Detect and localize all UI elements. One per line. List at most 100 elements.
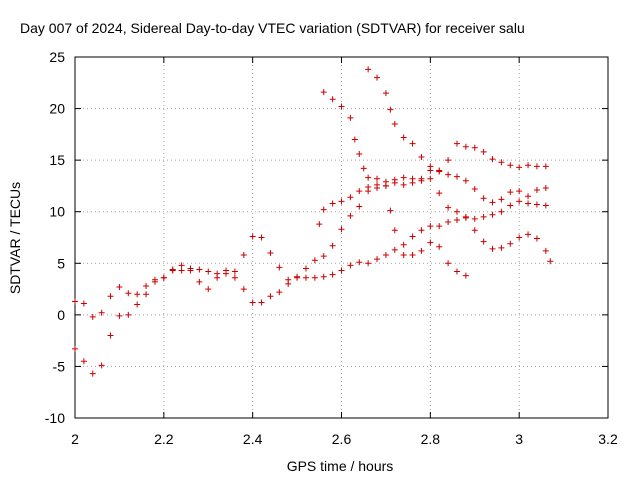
data-point-track-2 — [143, 291, 150, 298]
data-point-track-5 — [547, 258, 554, 265]
data-point-track-3 — [391, 179, 398, 186]
data-point-track-3 — [453, 173, 460, 180]
data-point-track-2 — [453, 140, 460, 147]
data-point-track-2 — [533, 163, 540, 170]
data-point-track-1 — [196, 266, 203, 273]
x-tick-label: 2.8 — [421, 431, 441, 447]
data-point-track-2 — [400, 174, 407, 181]
data-point-track-1 — [356, 259, 363, 266]
data-point-track-1 — [489, 211, 496, 218]
data-point-track-2 — [116, 312, 123, 319]
data-point-track-2 — [151, 278, 158, 285]
data-point-track-2 — [516, 164, 523, 171]
data-point-track-2 — [89, 370, 96, 377]
data-point-track-2 — [125, 311, 132, 318]
data-point-track-1 — [329, 271, 336, 278]
data-point-track-3 — [329, 200, 336, 207]
data-point-track-1 — [116, 284, 123, 291]
data-point-track-4 — [329, 96, 336, 103]
data-point-track-1 — [107, 293, 114, 300]
data-point-track-4 — [360, 165, 367, 172]
data-point-track-2 — [302, 265, 309, 272]
data-point-track-4 — [382, 182, 389, 189]
data-point-track-3 — [436, 168, 443, 175]
data-point-track-2 — [507, 162, 514, 169]
x-axis-label: GPS time / hours — [287, 458, 394, 474]
data-point-track-1 — [453, 216, 460, 223]
data-point-track-1 — [249, 233, 256, 240]
data-point-track-3 — [462, 177, 469, 184]
data-point-track-4 — [338, 103, 345, 110]
data-point-track-5 — [489, 245, 496, 252]
data-point-track-1 — [267, 249, 274, 256]
data-point-track-5 — [418, 154, 425, 161]
data-point-track-2 — [249, 299, 256, 306]
data-point-track-2 — [72, 345, 78, 352]
data-point-track-4 — [374, 175, 381, 182]
data-point-track-2 — [214, 274, 221, 281]
data-point-track-2 — [178, 267, 185, 274]
data-point-track-5 — [409, 140, 416, 147]
data-point-track-4 — [445, 260, 452, 267]
data-point-track-5 — [533, 235, 540, 242]
data-point-track-4 — [365, 174, 372, 181]
data-point-track-2 — [489, 156, 496, 163]
data-point-track-5 — [436, 190, 443, 197]
data-point-track-1 — [320, 273, 327, 280]
data-point-track-3 — [338, 198, 345, 205]
y-tick-label: 5 — [57, 255, 65, 271]
data-point-track-2 — [160, 274, 167, 281]
data-point-track-1 — [338, 267, 345, 274]
data-point-track-1 — [418, 227, 425, 234]
data-point-track-3 — [516, 188, 523, 195]
data-point-track-5 — [427, 163, 434, 170]
data-point-track-1 — [542, 202, 549, 209]
data-point-track-1 — [125, 290, 132, 297]
data-point-track-1 — [205, 268, 212, 275]
data-point-track-5 — [400, 134, 407, 141]
data-point-track-1 — [178, 262, 185, 269]
data-point-track-3 — [316, 221, 323, 228]
data-point-track-1 — [347, 262, 354, 269]
data-point-track-2 — [285, 280, 292, 287]
data-point-track-3 — [356, 188, 363, 195]
data-point-track-2 — [107, 332, 114, 339]
data-point-track-1 — [80, 300, 87, 307]
data-point-track-5 — [542, 247, 549, 254]
data-point-track-2 — [276, 289, 283, 296]
data-point-track-2 — [267, 293, 274, 300]
data-point-track-2 — [542, 163, 549, 170]
data-point-track-4 — [418, 247, 425, 254]
data-point-track-3 — [498, 196, 505, 203]
data-points — [72, 66, 554, 377]
data-point-track-2 — [480, 148, 487, 155]
data-point-track-1 — [507, 202, 514, 209]
data-point-track-3 — [418, 175, 425, 182]
data-point-track-2 — [498, 159, 505, 166]
data-point-track-2 — [462, 143, 469, 150]
x-tick-label: 2.6 — [332, 431, 352, 447]
data-point-track-3 — [489, 199, 496, 206]
data-point-track-5 — [365, 66, 372, 73]
data-point-track-5 — [471, 227, 478, 234]
data-point-track-1 — [89, 313, 96, 320]
data-point-track-2 — [240, 286, 247, 293]
data-point-track-2 — [196, 278, 203, 285]
data-point-track-5 — [391, 121, 398, 128]
data-point-track-1 — [498, 208, 505, 215]
y-tick-label: 20 — [49, 101, 65, 117]
data-point-track-3 — [347, 194, 354, 201]
data-point-track-1 — [276, 264, 283, 271]
data-point-track-1 — [240, 252, 247, 259]
data-point-track-1 — [374, 256, 381, 263]
data-point-track-1 — [445, 219, 452, 226]
data-point-track-2 — [231, 274, 238, 281]
data-point-track-3 — [480, 195, 487, 202]
data-point-track-5 — [387, 106, 394, 113]
data-point-track-1 — [427, 223, 434, 230]
data-point-track-1 — [391, 246, 398, 253]
data-point-track-1 — [480, 213, 487, 220]
data-point-track-1 — [533, 201, 540, 208]
chart-title: Day 007 of 2024, Sidereal Day-to-day VTE… — [20, 20, 525, 36]
data-point-track-4 — [387, 207, 394, 214]
